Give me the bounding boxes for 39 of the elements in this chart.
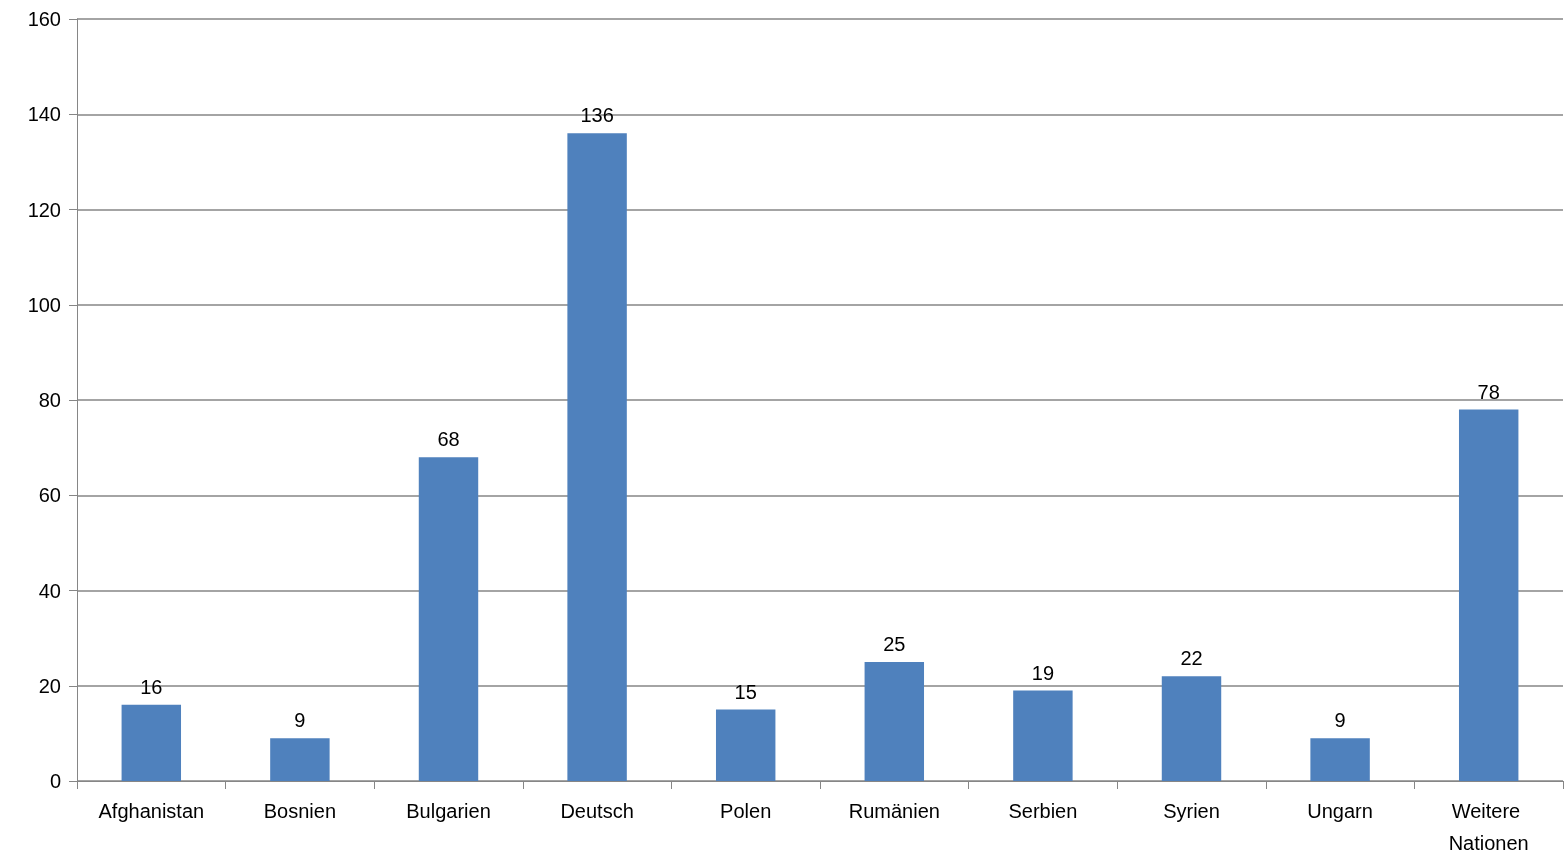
bar — [864, 661, 925, 781]
y-tick-label: 40 — [38, 579, 61, 602]
data-label: 15 — [734, 680, 757, 703]
bar — [1310, 738, 1370, 781]
bar — [567, 133, 627, 781]
bar — [1458, 409, 1519, 781]
bar — [1013, 690, 1073, 781]
y-tick-label: 140 — [27, 103, 61, 126]
bar — [418, 457, 479, 781]
data-label: 25 — [883, 632, 906, 655]
x-tick-label: Ungarn — [1307, 800, 1373, 822]
bar — [1161, 676, 1222, 781]
data-label: 9 — [1334, 709, 1346, 732]
data-label: 136 — [580, 104, 614, 127]
x-tick-label: Rumänien — [848, 800, 940, 822]
x-tick-label: Deutsch — [560, 800, 634, 822]
x-tick-label: Syrien — [1163, 800, 1220, 822]
data-label: 16 — [140, 675, 163, 698]
x-tick-label: Serbien — [1008, 800, 1078, 822]
x-tick-label: Bulgarien — [406, 800, 491, 822]
data-label: 9 — [294, 709, 306, 732]
x-tick-label: Bosnien — [263, 800, 337, 822]
bar — [121, 704, 182, 781]
x-tick-label: Weitere Nationen — [1448, 800, 1529, 854]
data-label: 68 — [437, 428, 460, 451]
data-label: 22 — [1180, 647, 1203, 670]
data-label: 78 — [1477, 380, 1500, 403]
data-label: 19 — [1031, 661, 1055, 684]
x-tick-label: Polen — [720, 800, 772, 822]
y-tick-label: 120 — [27, 198, 61, 221]
x-tick-label: Afghanistan — [98, 800, 205, 822]
y-tick-label: 60 — [38, 484, 61, 507]
y-tick-label: 0 — [49, 770, 61, 792]
y-tick-label: 80 — [38, 389, 61, 411]
bar — [715, 709, 776, 781]
y-tick-label: 100 — [27, 293, 61, 316]
bar — [270, 738, 330, 781]
y-tick-label: 20 — [38, 674, 61, 697]
y-tick-label: 160 — [27, 8, 61, 30]
